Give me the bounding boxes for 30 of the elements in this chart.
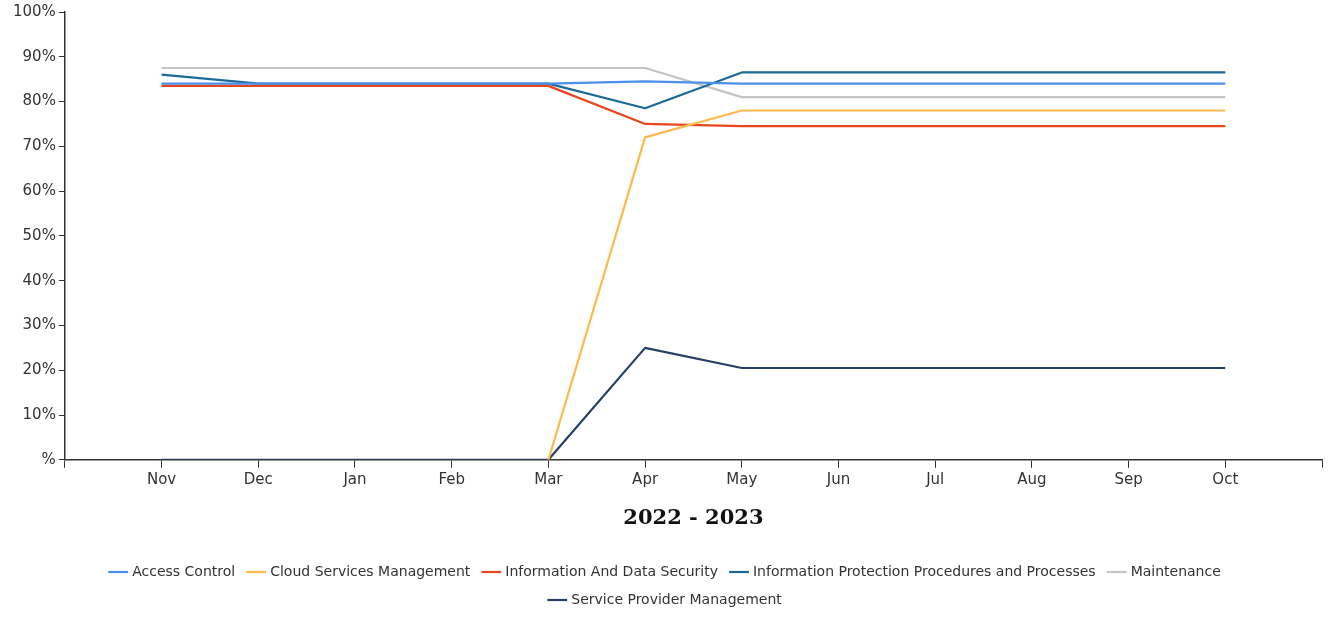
y-tick-label: 50% <box>22 225 56 244</box>
y-tick-label: 80% <box>22 91 56 110</box>
x-tick-label: Oct <box>1212 469 1239 488</box>
y-tick-label: 10% <box>22 404 56 423</box>
legend-label: Access Control <box>132 562 236 579</box>
x-tick-label: May <box>726 469 758 488</box>
x-tick-label: Sep <box>1114 469 1143 488</box>
x-tick-label: Mar <box>534 469 564 488</box>
y-tick-label: % <box>41 449 56 468</box>
x-tick-label: Feb <box>438 469 465 488</box>
x-tick-label: Nov <box>146 469 177 488</box>
legend-label: Information Protection Procedures and Processes <box>752 562 1096 579</box>
x-axis-title: 2022 - 2023 <box>623 503 764 529</box>
x-tick-label: Jun <box>825 469 851 488</box>
x-tick-label: Dec <box>243 469 273 488</box>
y-tick-label: 70% <box>22 136 56 155</box>
x-tick-label: Jan <box>342 469 367 488</box>
y-tick-label: 40% <box>22 270 56 289</box>
legend-label: Information And Data Security <box>505 562 718 579</box>
y-tick-label: 60% <box>22 181 56 200</box>
y-tick-label: 90% <box>22 46 56 65</box>
legend-label: Cloud Services Management <box>270 562 471 579</box>
y-tick-label: 20% <box>22 360 56 379</box>
x-tick-label: Aug <box>1017 469 1047 488</box>
y-tick-label: 30% <box>22 315 56 334</box>
x-tick-label: Jul <box>925 469 945 488</box>
legend-label: Maintenance <box>1130 562 1221 579</box>
x-tick-label: Apr <box>632 469 659 488</box>
y-tick-label: 100% <box>12 1 56 20</box>
legend-label: Service Provider Management <box>571 590 783 607</box>
